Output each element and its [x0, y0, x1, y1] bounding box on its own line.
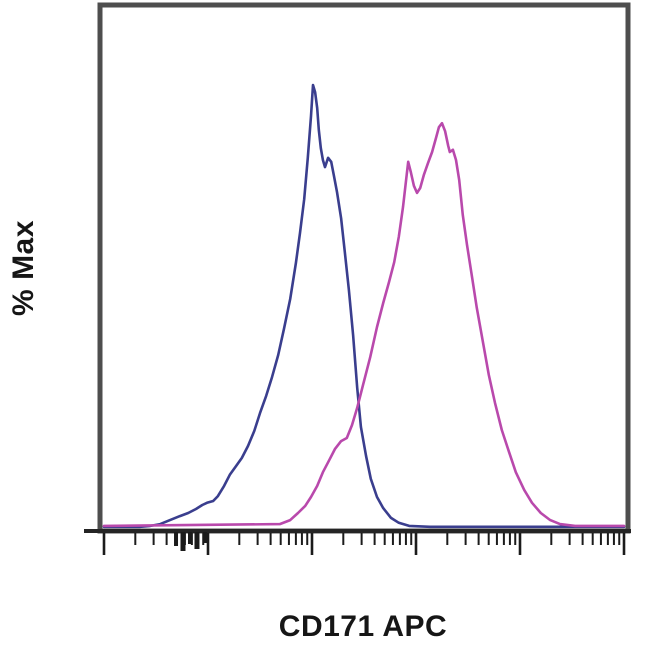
histogram-curves — [102, 83, 626, 529]
curve-unstained-control-blue — [102, 83, 626, 529]
plot-frame — [97, 2, 631, 534]
y-axis-label: % Max — [7, 220, 40, 316]
curve-cd171-apc-stained-magenta — [102, 121, 626, 528]
x-axis-smudge-marks — [174, 532, 207, 551]
x-axis-label: CD171 APC — [278, 610, 448, 643]
